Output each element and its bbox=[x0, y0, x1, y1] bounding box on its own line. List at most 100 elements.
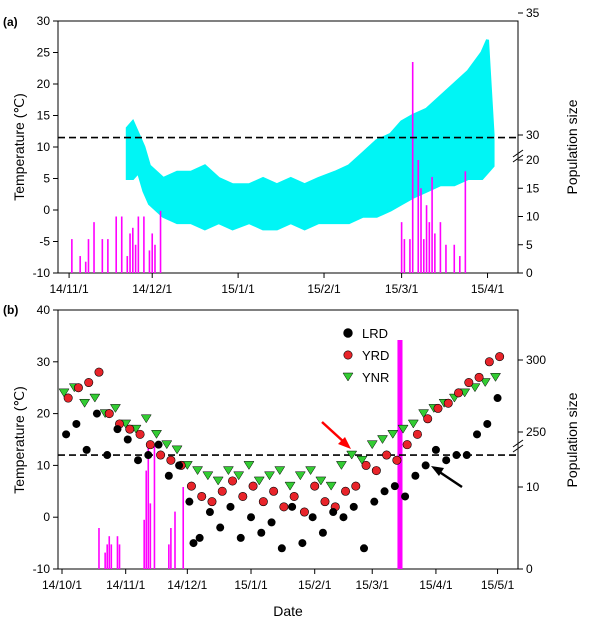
ynr-point bbox=[305, 466, 317, 476]
yrd-point bbox=[310, 481, 320, 491]
x-axis-title: Date bbox=[273, 603, 303, 619]
black-arrow-annotation bbox=[431, 466, 463, 489]
lrd-point bbox=[390, 482, 399, 491]
lrd-point bbox=[308, 513, 317, 522]
x-tick-label: 15/5/1 bbox=[481, 578, 515, 592]
right-tick-label: 20 bbox=[526, 153, 540, 167]
yrd-point bbox=[341, 486, 351, 496]
lrd-point bbox=[421, 461, 430, 470]
population-bar bbox=[159, 210, 162, 273]
right-tick-label: 0 bbox=[526, 266, 533, 280]
population-bar bbox=[87, 239, 90, 273]
population-bar bbox=[403, 239, 406, 273]
lrd-point bbox=[370, 497, 379, 506]
ynr-point bbox=[151, 430, 162, 439]
yrd-point bbox=[433, 403, 443, 413]
yrd-point bbox=[84, 378, 94, 388]
population-bar bbox=[153, 446, 156, 569]
y-tick-label: -10 bbox=[33, 266, 51, 280]
legend-marker-ynr bbox=[342, 372, 354, 382]
population-bar bbox=[126, 256, 129, 273]
population-bar bbox=[106, 544, 108, 569]
yrd-point bbox=[186, 481, 196, 491]
legend-marker-yrd bbox=[343, 350, 353, 360]
legend: LRD YRD YNR bbox=[342, 326, 389, 385]
panel-b-frame bbox=[57, 309, 519, 570]
population-bar bbox=[145, 470, 148, 569]
ynr-point bbox=[387, 430, 399, 439]
population-bar bbox=[428, 222, 431, 273]
x-tick-label: 15/3/1 bbox=[356, 578, 390, 592]
panel-a-right-ticks: 0 5 10 15 20 30 35 bbox=[518, 6, 540, 280]
population-bar bbox=[108, 536, 111, 569]
yrd-point bbox=[269, 486, 279, 496]
population-bar bbox=[411, 62, 414, 273]
lrd-point bbox=[164, 471, 173, 480]
ynr-point bbox=[253, 476, 265, 486]
y-tick-label: -10 bbox=[33, 562, 51, 576]
lrd-point bbox=[401, 492, 410, 501]
lrd-point bbox=[267, 518, 276, 527]
lrd-point bbox=[442, 456, 451, 465]
population-bar bbox=[116, 536, 119, 569]
yrd-point bbox=[371, 466, 381, 476]
population-bar bbox=[129, 233, 131, 273]
population-bar bbox=[409, 239, 411, 273]
lrd-point bbox=[103, 451, 112, 460]
yrd-point bbox=[166, 455, 176, 465]
population-bar bbox=[397, 340, 401, 569]
lrd-point bbox=[123, 435, 132, 444]
yrd-point bbox=[125, 424, 135, 434]
lrd-point bbox=[92, 409, 101, 418]
right-tick-label: 5 bbox=[526, 238, 533, 252]
x-tick-label: 14/12/1 bbox=[167, 578, 207, 592]
ynr-point bbox=[264, 471, 275, 481]
yrd-point bbox=[258, 497, 268, 507]
ynr-point bbox=[161, 440, 173, 450]
population-bar bbox=[134, 244, 137, 273]
population-bar bbox=[417, 160, 420, 273]
yrd-point bbox=[320, 497, 330, 507]
ynr-point bbox=[284, 481, 296, 491]
lrd-point bbox=[329, 508, 338, 517]
lrd-point bbox=[318, 528, 327, 537]
ynr-point bbox=[222, 466, 234, 476]
x-tick-label: 14/11/1 bbox=[50, 282, 89, 296]
right-tick-label: 10 bbox=[526, 210, 540, 224]
ynr-point bbox=[407, 419, 419, 429]
population-bar bbox=[400, 222, 403, 273]
panel-a-ylabel-right: Population size bbox=[564, 99, 580, 194]
ynr-point bbox=[212, 476, 224, 486]
panel-b-ylabel: Temperature (℃) bbox=[11, 386, 27, 494]
population-bar bbox=[149, 503, 152, 569]
lrd-point bbox=[339, 513, 348, 522]
x-tick-label: 15/4/1 bbox=[471, 282, 505, 296]
lrd-point bbox=[473, 430, 482, 439]
panel-b-ylabel-right: Population size bbox=[564, 392, 580, 487]
population-bar bbox=[154, 244, 156, 273]
population-bar bbox=[422, 239, 425, 273]
yrd-point bbox=[382, 450, 392, 460]
population-bar bbox=[71, 239, 73, 273]
yrd-point bbox=[217, 486, 227, 496]
ynr-point bbox=[418, 409, 430, 419]
x-tick-label: 15/1/1 bbox=[234, 578, 268, 592]
yrd-point bbox=[238, 491, 248, 501]
right-tick-label: 300 bbox=[526, 353, 546, 367]
yrd-point bbox=[464, 378, 474, 388]
lrd-point bbox=[189, 539, 198, 548]
population-bar bbox=[104, 552, 106, 569]
yrd-point bbox=[495, 352, 505, 362]
lrd-point bbox=[288, 502, 297, 511]
lrd-point bbox=[298, 539, 307, 548]
yrd-point bbox=[228, 476, 238, 486]
yrd-point bbox=[289, 491, 299, 501]
panel-a: (a) 14/11/1 14/12/1 15/1/1 15/2/1 15/3/1 15/4… bbox=[3, 6, 580, 296]
ynr-point bbox=[315, 476, 327, 486]
population-bar bbox=[182, 487, 185, 569]
panel-b-label: (b) bbox=[3, 303, 18, 317]
lrd-point bbox=[452, 451, 461, 460]
x-tick-label: 15/2/1 bbox=[307, 282, 341, 296]
lrd-point bbox=[349, 502, 358, 511]
y-tick-label: 10 bbox=[37, 140, 51, 154]
